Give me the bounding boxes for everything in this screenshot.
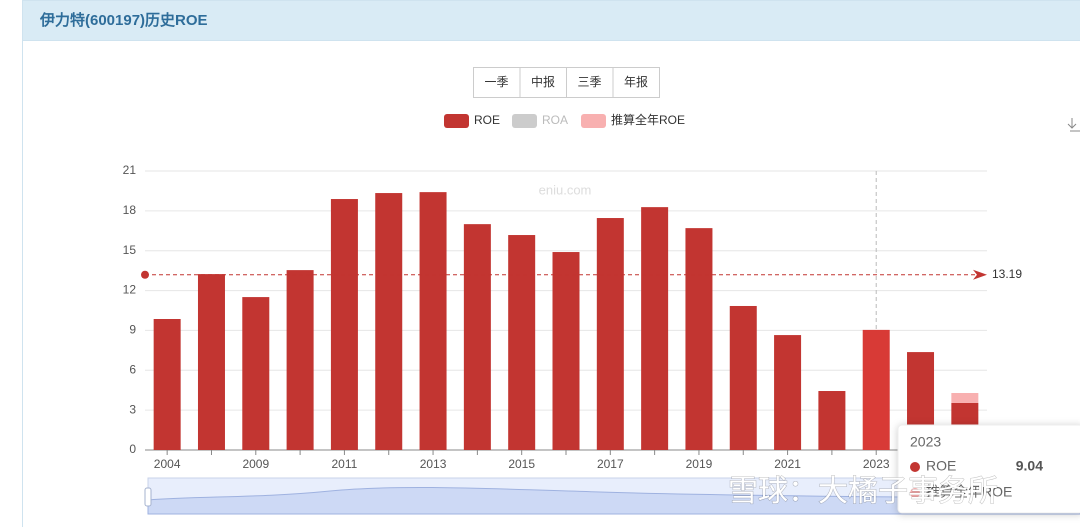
zoom-preview [147, 486, 1080, 515]
x-tick-label: 2013 [420, 457, 447, 471]
bar [552, 252, 580, 450]
tooltip-box [897, 424, 1080, 514]
y-tick-label: 21 [123, 163, 137, 177]
bar [818, 391, 846, 450]
tooltip-title: 2023 [910, 434, 941, 450]
tab-button-label[interactable]: 三季 [577, 75, 601, 89]
x-tick-label: 2011 [332, 457, 358, 471]
bar [729, 305, 757, 450]
legend-swatch[interactable] [444, 114, 469, 128]
bar [862, 329, 890, 450]
x-tick-label: 2015 [508, 457, 535, 471]
zoom-handle [144, 487, 152, 507]
legend-swatch[interactable] [512, 114, 537, 128]
tooltip-label: ROE [926, 458, 956, 474]
y-tick-label: 6 [129, 362, 136, 376]
tab-button[interactable] [612, 67, 660, 98]
legend-swatch[interactable] [581, 114, 606, 128]
y-tick-label: 18 [123, 203, 137, 217]
legend-label[interactable]: ROE [474, 113, 500, 127]
header-title: 伊力特(600197)历史ROE [39, 11, 208, 29]
x-tick-label: 2004 [154, 457, 181, 471]
tab-button-label[interactable]: 年报 [624, 74, 648, 89]
average-line-label: 13.19 [992, 267, 1022, 281]
bar [508, 235, 536, 450]
legend-label[interactable]: ROA [542, 113, 568, 127]
download-icon [1067, 118, 1080, 132]
bar [419, 192, 447, 451]
bar [641, 207, 669, 450]
y-tick-label: 9 [129, 323, 136, 337]
y-tick-label: 15 [123, 243, 137, 257]
bar [286, 270, 314, 450]
y-tick-label: 12 [123, 283, 137, 297]
bar [153, 319, 181, 450]
tab-button[interactable] [519, 67, 567, 98]
plot: 0 3 6 9 12 15 18 21 2004 2009 2011 2013 2015 2017 2019… [123, 163, 1023, 471]
bar [685, 228, 713, 450]
watermark: eniu.com [539, 182, 592, 197]
bar [197, 274, 225, 450]
bar [463, 224, 491, 450]
y-tick-label: 3 [129, 402, 136, 416]
button-group: 一季 中报 三季 年报 [473, 67, 660, 98]
tooltip-value: 9.04 [1016, 458, 1043, 474]
header-bar [22, 0, 1080, 41]
y-tick-label: 0 [129, 442, 136, 456]
x-tick-label: 2017 [597, 457, 624, 471]
legend-label[interactable]: 推算全年ROE [611, 112, 685, 127]
bar [330, 199, 358, 450]
x-tick-label: 2019 [686, 457, 713, 471]
average-line-arrow [973, 269, 987, 280]
bar [774, 335, 802, 450]
bar [375, 193, 403, 450]
bar [596, 218, 624, 450]
tab-button-label[interactable]: 中报 [531, 74, 555, 89]
tooltip-dot [910, 488, 920, 498]
overlay-watermark: 雪球：大橘子事务所 [728, 475, 998, 508]
x-tick-label: 2021 [774, 457, 801, 471]
tooltip-label: 推算全年ROE [926, 484, 1012, 500]
tooltip-dot [910, 462, 920, 472]
tab-button-label[interactable]: 一季 [484, 75, 508, 89]
average-line-start [141, 270, 149, 279]
x-tick-label: 2023 [863, 457, 890, 471]
tab-button[interactable] [566, 67, 614, 98]
bar [951, 393, 979, 403]
x-tick-label: 2009 [242, 457, 269, 471]
bar [242, 297, 270, 450]
